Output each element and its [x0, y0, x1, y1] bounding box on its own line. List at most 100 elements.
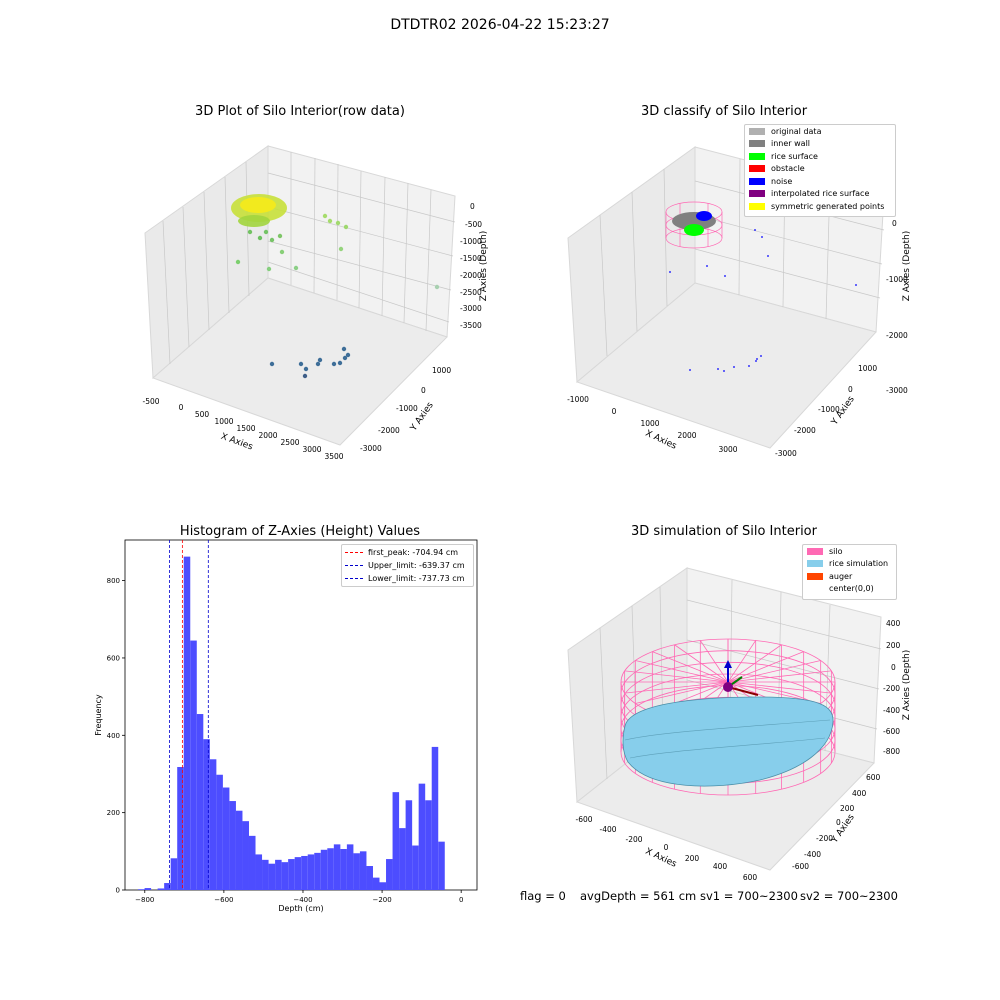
scatter-point — [338, 246, 344, 252]
noise-point — [855, 284, 857, 286]
figure-title: DTDTR02 2026-04-22 15:23:27 — [390, 17, 610, 33]
histogram-bar — [366, 866, 373, 890]
sim-x-axis-label: X Axies — [644, 847, 679, 870]
histogram-bar — [431, 746, 439, 890]
legend-swatch — [749, 190, 765, 198]
scatter-point — [337, 360, 343, 366]
silo-roof-line — [624, 670, 729, 683]
legend-swatch — [749, 140, 765, 148]
x-tick: -400 — [599, 825, 616, 834]
x-tick: 0 — [664, 843, 669, 852]
histogram-bar — [294, 857, 302, 890]
histogram-bar — [255, 854, 263, 890]
scatter-point — [343, 224, 349, 230]
silo-roof-line — [674, 644, 729, 683]
legend-swatch — [749, 202, 765, 210]
panel2-title: 3D classify of Silo Interior — [640, 104, 808, 119]
legend-entry: inner wall — [749, 138, 895, 151]
scatter-point — [331, 361, 337, 367]
histogram-bar — [340, 849, 347, 890]
histogram-bar — [314, 852, 321, 890]
scatter-point — [235, 259, 241, 265]
classify-legend: original data inner wall rice surface obsta… — [744, 124, 896, 217]
legend-swatch — [807, 572, 823, 580]
scatter-point — [277, 233, 283, 239]
histogram-bar — [346, 844, 354, 890]
x-tick-label: −600 — [214, 896, 233, 904]
sim-y-axis-label: Y Axies — [829, 812, 857, 845]
legend-entry: noise — [749, 175, 895, 188]
histogram-bar — [138, 889, 145, 890]
z-tick: -3000 — [886, 386, 908, 395]
legend-entry: interpolated rice surface — [749, 188, 895, 201]
legend-label: original data — [771, 126, 822, 136]
silo-roof-line — [727, 640, 757, 683]
histogram-bar — [438, 841, 445, 890]
x-tick: 1000 — [640, 419, 659, 428]
legend-swatch — [749, 165, 765, 173]
legend-swatch — [345, 564, 363, 566]
legend-entry: first_peak: -704.94 cm — [345, 546, 473, 558]
legend-swatch — [345, 551, 363, 553]
raw-3d-gridlines — [162, 152, 456, 365]
y-tick: 1000 — [432, 366, 451, 375]
histogram-y-ticks: 0 200 400 600 800 — [107, 577, 125, 895]
histogram-y-axis-label: Frequency — [94, 694, 103, 736]
noise-point — [755, 360, 757, 362]
histogram-bar — [183, 556, 191, 890]
z-tick: -1500 — [460, 254, 482, 263]
noise-point — [761, 236, 763, 238]
scatter-point — [269, 237, 275, 243]
legend-label: inner wall — [771, 139, 811, 149]
histogram-bar — [144, 888, 152, 890]
histogram-chart: −800 −600 −400 −200 0 0 200 400 600 800 Depth (c… — [94, 539, 478, 913]
legend-swatch — [807, 547, 823, 555]
legend-entry: Lower_limit: -737.73 cm — [345, 572, 473, 584]
legend-entry: Upper_limit: -639.37 cm — [345, 559, 473, 571]
legend-label: noise — [771, 176, 793, 186]
histogram-bar — [229, 801, 236, 890]
histogram-bar — [190, 640, 197, 890]
histogram-bar — [248, 835, 256, 890]
silo-roof-line — [635, 681, 729, 704]
histogram-bar — [399, 828, 406, 890]
noise-point — [760, 355, 762, 357]
histogram-bar — [222, 787, 230, 890]
y-tick: -400 — [804, 850, 821, 859]
legend-label: silo — [829, 546, 843, 556]
scatter-point — [327, 218, 333, 224]
histogram-bar — [268, 863, 276, 890]
noise-point — [754, 229, 756, 231]
histogram-bar — [242, 821, 249, 890]
classify-x-axis-label: X Axies — [644, 429, 679, 452]
histogram-bar — [216, 774, 223, 890]
flag-text: flag = 0 — [520, 889, 566, 903]
histogram-bar — [353, 853, 360, 890]
raw-z-axis-label: Z Axies (Depth) — [479, 231, 489, 302]
simulation-3d-plot: -600 -400 -200 0 200 400 600 -600 -400 -… — [567, 567, 912, 882]
histogram-bar — [320, 849, 328, 890]
y-tick: 1000 — [858, 364, 877, 373]
noise-point — [723, 370, 725, 372]
y-tick: -200 — [816, 834, 833, 843]
noise-point — [706, 265, 708, 267]
x-tick-label: −200 — [372, 896, 391, 904]
histogram-vlines — [169, 540, 209, 890]
z-tick: -400 — [883, 706, 900, 715]
scatter-point — [342, 355, 348, 361]
sv2-text: sv2 = 700~2300 — [800, 889, 898, 903]
legend-label: obstacle — [771, 164, 805, 174]
z-tick: -3000 — [460, 304, 482, 313]
z-tick: -500 — [465, 220, 482, 229]
legend-entry: center(0,0) — [807, 583, 896, 596]
histogram-legend: first_peak: -704.94 cm Upper_limit: -639.… — [341, 544, 474, 587]
histogram-x-ticks: −800 −600 −400 −200 0 — [135, 890, 463, 904]
x-tick: 0 — [179, 403, 184, 412]
legend-swatch — [807, 560, 823, 568]
z-tick: -2000 — [886, 331, 908, 340]
histogram-bar — [281, 862, 289, 890]
scatter-point — [247, 229, 253, 235]
legend-entry: silo — [807, 545, 896, 558]
y-tick: 0 — [421, 386, 426, 395]
sim-3d-tick-labels: -600 -400 -200 0 200 400 600 -600 -400 -… — [575, 619, 900, 882]
